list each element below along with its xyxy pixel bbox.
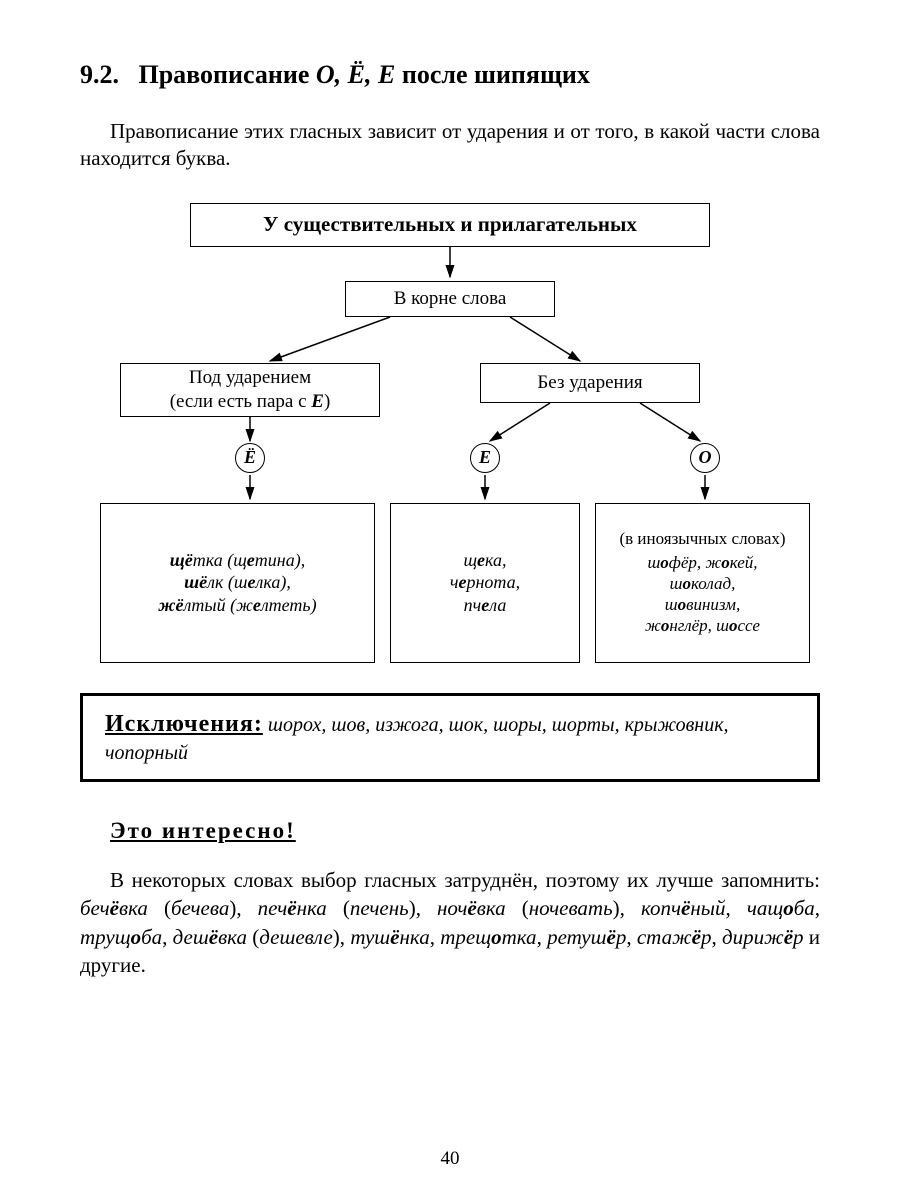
flowchart: У существительных и прилагательных В кор… <box>80 203 820 673</box>
exceptions-label: Исключения: <box>105 711 263 737</box>
ex-o-text: шофёр, жокей,шоколад,шовинизм,жонглёр, ш… <box>645 552 760 637</box>
section-title: 9.2. Правописание О, Ё, Е после шипящих <box>80 60 820 90</box>
examples-yo: щётка (щетина),шёлк (шелка),жёлтый (желт… <box>100 503 375 663</box>
circle-yo: Ё <box>235 443 265 473</box>
node-stressed: Под ударением (если есть пара с Е) <box>120 363 380 417</box>
title-letters: О, Ё, Е <box>316 60 395 89</box>
interesting-body: В некоторых словах выбор гласных затрудн… <box>80 866 820 979</box>
node-root: В корне слова <box>345 281 555 317</box>
node-unstressed: Без ударения <box>480 363 700 403</box>
title-post: после шипящих <box>395 60 590 89</box>
page-number: 40 <box>0 1148 900 1170</box>
title-pre: Правописание <box>139 60 316 89</box>
circle-e: Е <box>470 443 500 473</box>
node-top: У существительных и прилагательных <box>190 203 710 247</box>
interesting-title: Это интересно! <box>110 818 820 844</box>
examples-e: щека,чернота,пчела <box>390 503 580 663</box>
ex-o-note: (в иноязычных словах) <box>619 528 785 549</box>
stressed-line1: Под ударением <box>189 366 311 390</box>
stressed-line2: (если есть пара с Е) <box>170 390 331 414</box>
exceptions-box: Исключения: шорох, шов, изжога, шок, шор… <box>80 693 820 782</box>
examples-o: (в иноязычных словах) шофёр, жокей,шокол… <box>595 503 810 663</box>
ex-e-text: щека,чернота,пчела <box>450 549 520 617</box>
ex-yo-text: щётка (щетина),шёлк (шелка),жёлтый (желт… <box>158 549 316 617</box>
intro-paragraph: Правописание этих гласных зависит от уда… <box>80 118 820 173</box>
section-number: 9.2. <box>80 60 119 89</box>
circle-o: О <box>690 443 720 473</box>
